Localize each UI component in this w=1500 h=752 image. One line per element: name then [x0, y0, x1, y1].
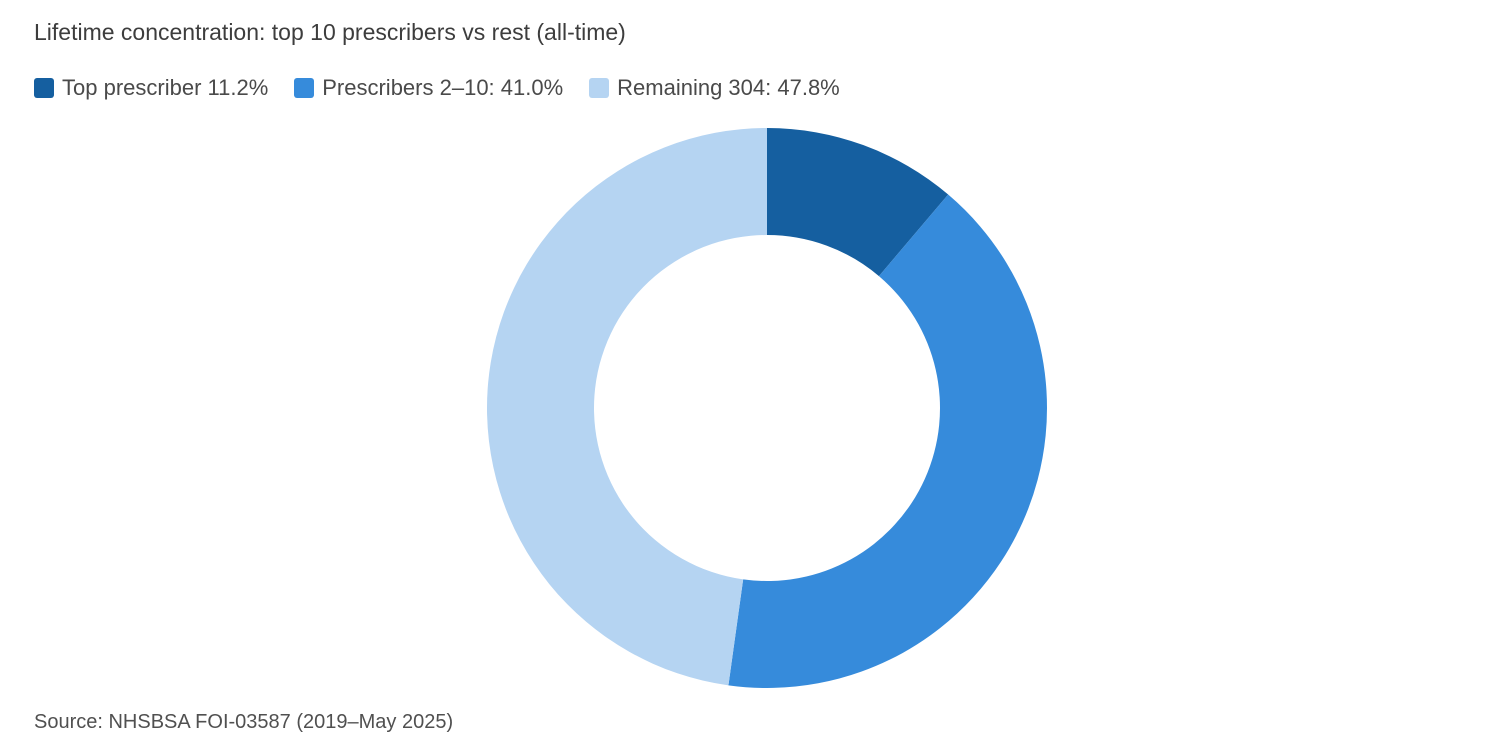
donut-slice-prescribers-2-10[interactable] [728, 194, 1047, 689]
donut-slice-top-prescriber[interactable] [767, 128, 949, 277]
donut-slice-remaining-304[interactable] [486, 128, 767, 686]
legend-label-prescribers-2-10: Prescribers 2–10: 41.0% [322, 75, 564, 100]
legend-item-top-prescriber[interactable]: Top prescriber 11.2% [34, 75, 268, 101]
legend-swatch-remaining-304 [589, 78, 610, 98]
legend-item-remaining-304[interactable]: Remaining 304: 47.8% [589, 75, 840, 101]
legend-item-prescribers-2-10[interactable]: Prescribers 2–10: 41.0% [294, 75, 563, 101]
legend-swatch-top-prescriber [34, 78, 54, 98]
legend-label-top-prescriber: Top prescriber 11.2% [62, 75, 269, 100]
legend-label-remaining-304: Remaining 304: 47.8% [617, 75, 840, 100]
legend-swatch-prescribers-2-10 [294, 78, 315, 98]
chart-title: Lifetime concentration: top 10 prescribe… [34, 19, 626, 45]
chart-legend: Top prescriber 11.2% Prescribers 2–10: 4… [34, 75, 840, 101]
source-note: Source: NHSBSA FOI-03587 (2019–May 2025) [34, 711, 454, 733]
